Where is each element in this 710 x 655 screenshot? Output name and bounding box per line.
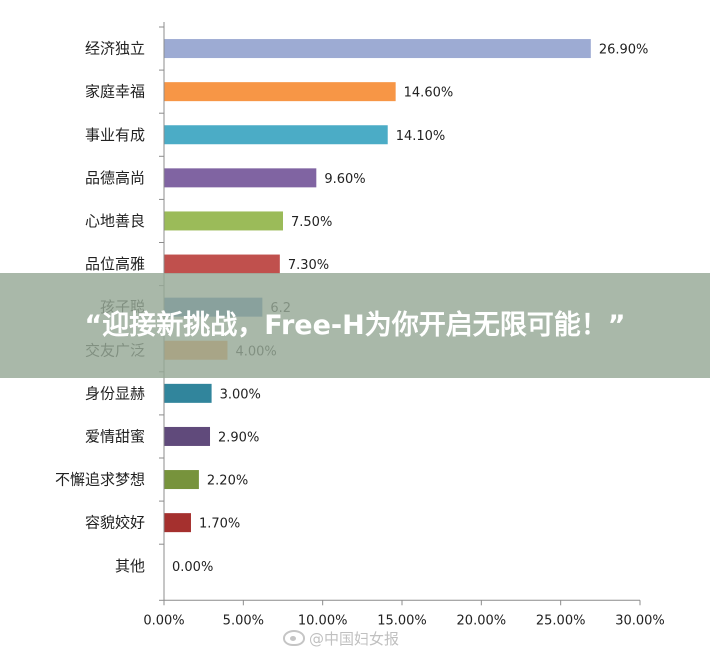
- category-label: 不懈追求梦想: [55, 471, 145, 489]
- x-tick-label: 15.00%: [377, 613, 427, 628]
- weibo-icon: [283, 630, 305, 646]
- category-label: 家庭幸福: [85, 83, 145, 101]
- value-label: 1.70%: [199, 517, 240, 532]
- banner-text: “迎接新挑战，Free-H为你开启无限可能！”: [84, 309, 626, 341]
- value-label: 3.00%: [220, 387, 261, 402]
- bar: [164, 383, 212, 403]
- value-label: 7.50%: [291, 215, 332, 230]
- bar: [164, 125, 388, 145]
- watermark: @中国妇女报: [283, 626, 399, 650]
- value-labels: 26.90%14.60%14.10%9.60%7.50%7.30%6.24.00…: [172, 43, 648, 575]
- bar: [164, 168, 317, 188]
- watermark-text: @中国妇女报: [309, 629, 400, 648]
- bar: [164, 82, 396, 102]
- category-label: 容貌姣好: [85, 514, 145, 532]
- bar: [164, 211, 283, 231]
- x-tick-label: 10.00%: [298, 613, 348, 628]
- category-label: 爱情甜蜜: [85, 427, 145, 445]
- value-label: 0.00%: [172, 560, 213, 575]
- category-label: 品德高尚: [85, 169, 145, 187]
- value-label: 14.10%: [396, 129, 446, 144]
- value-label: 9.60%: [324, 172, 365, 187]
- value-label: 2.90%: [218, 430, 259, 445]
- bar: [164, 254, 280, 274]
- value-label: 14.60%: [404, 86, 454, 101]
- x-tick-label: 30.00%: [615, 613, 665, 628]
- category-label: 事业有成: [85, 126, 145, 144]
- bar: [164, 470, 199, 490]
- value-label: 2.20%: [207, 474, 248, 489]
- x-tick-label: 20.00%: [457, 613, 507, 628]
- x-tick-label: 5.00%: [223, 613, 264, 628]
- headline-banner: “迎接新挑战，Free-H为你开启无限可能！”: [0, 273, 710, 378]
- bar: [164, 513, 191, 533]
- bar: [164, 39, 591, 59]
- category-label: 心地善良: [85, 212, 145, 230]
- value-label: 7.30%: [288, 258, 329, 273]
- category-label: 品位高雅: [85, 255, 145, 273]
- x-tick-label: 25.00%: [536, 613, 586, 628]
- bar: [164, 426, 211, 446]
- category-label: 其他: [115, 557, 145, 575]
- category-label: 身份显赫: [85, 384, 145, 402]
- x-axis: 0.00% 5.00% 10.00% 15.00% 20.00% 25.00% 30.00%: [143, 22, 665, 628]
- category-label: 经济独立: [85, 40, 145, 58]
- value-label: 26.90%: [599, 43, 649, 58]
- x-tick-label: 0.00%: [143, 613, 184, 628]
